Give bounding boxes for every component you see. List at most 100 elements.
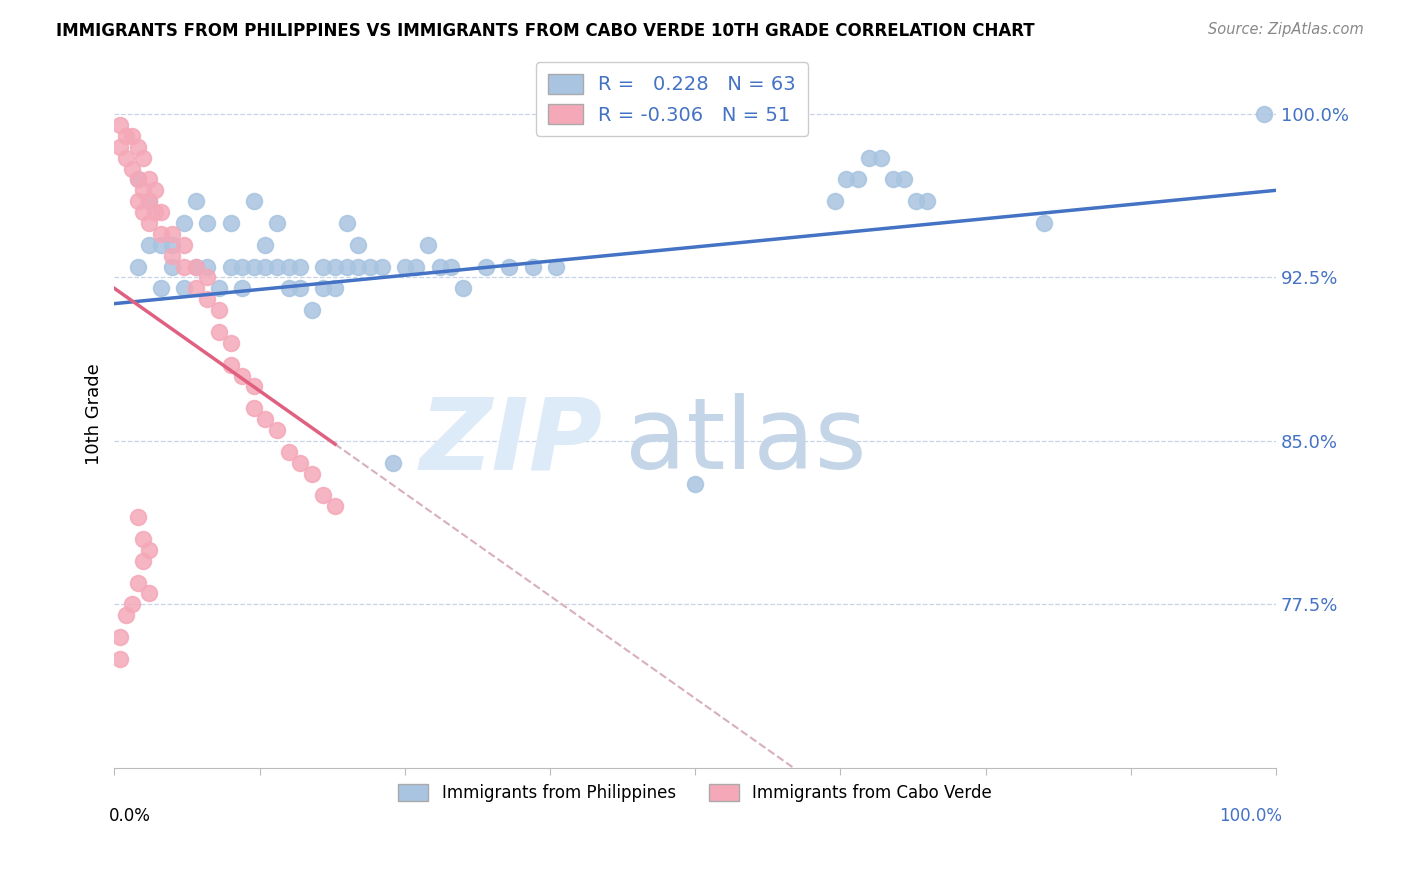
Point — [219, 335, 242, 350]
Point — [115, 128, 138, 143]
Point — [138, 216, 160, 230]
Point — [290, 456, 312, 470]
Point — [138, 237, 160, 252]
Point — [290, 281, 312, 295]
Point — [143, 183, 166, 197]
Point — [138, 194, 160, 209]
Point — [824, 194, 846, 209]
Point — [254, 412, 277, 426]
Point — [1253, 107, 1275, 121]
Point — [149, 281, 172, 295]
Point — [1032, 216, 1054, 230]
Point — [162, 227, 184, 241]
Point — [243, 260, 266, 274]
Point — [277, 444, 299, 458]
Text: IMMIGRANTS FROM PHILIPPINES VS IMMIGRANTS FROM CABO VERDE 10TH GRADE CORRELATION: IMMIGRANTS FROM PHILIPPINES VS IMMIGRANT… — [56, 22, 1035, 40]
Point — [370, 260, 392, 274]
Point — [208, 325, 231, 339]
Point — [846, 172, 869, 186]
Point — [336, 260, 359, 274]
Text: 0.0%: 0.0% — [108, 806, 150, 824]
Point — [266, 260, 288, 274]
Point — [184, 260, 207, 274]
Point — [115, 151, 138, 165]
Point — [208, 303, 231, 318]
Point — [440, 260, 463, 274]
Point — [429, 260, 451, 274]
Point — [127, 194, 149, 209]
Point — [195, 260, 218, 274]
Point — [195, 270, 218, 285]
Point — [127, 575, 149, 590]
Y-axis label: 10th Grade: 10th Grade — [86, 363, 103, 465]
Point — [195, 216, 218, 230]
Point — [162, 260, 184, 274]
Point — [173, 260, 195, 274]
Point — [231, 281, 253, 295]
Point — [243, 401, 266, 416]
Point — [184, 194, 207, 209]
Point — [138, 586, 160, 600]
Point — [132, 532, 155, 546]
Point — [184, 260, 207, 274]
Point — [231, 368, 253, 383]
Point — [231, 260, 253, 274]
Point — [173, 281, 195, 295]
Point — [121, 128, 143, 143]
Point — [143, 205, 166, 219]
Legend: Immigrants from Philippines, Immigrants from Cabo Verde: Immigrants from Philippines, Immigrants … — [392, 778, 998, 809]
Point — [266, 423, 288, 437]
Point — [138, 194, 160, 209]
Point — [347, 260, 370, 274]
Point — [277, 281, 299, 295]
Text: ZIP: ZIP — [419, 393, 602, 491]
Text: 100.0%: 100.0% — [1219, 806, 1282, 824]
Point — [893, 172, 915, 186]
Point — [858, 151, 880, 165]
Point — [127, 140, 149, 154]
Point — [254, 237, 277, 252]
Point — [149, 227, 172, 241]
Point — [132, 183, 155, 197]
Text: atlas: atlas — [626, 393, 868, 491]
Point — [121, 161, 143, 176]
Point — [870, 151, 893, 165]
Point — [405, 260, 427, 274]
Point — [301, 467, 323, 481]
Text: Source: ZipAtlas.com: Source: ZipAtlas.com — [1208, 22, 1364, 37]
Point — [243, 194, 266, 209]
Point — [219, 216, 242, 230]
Point — [882, 172, 904, 186]
Point — [127, 260, 149, 274]
Point — [323, 260, 346, 274]
Point — [219, 260, 242, 274]
Point — [475, 260, 498, 274]
Point — [173, 216, 195, 230]
Point — [132, 205, 155, 219]
Point — [110, 140, 132, 154]
Point — [195, 292, 218, 306]
Point — [184, 281, 207, 295]
Point — [127, 172, 149, 186]
Point — [312, 281, 335, 295]
Point — [127, 172, 149, 186]
Point — [522, 260, 544, 274]
Point — [149, 205, 172, 219]
Point — [336, 216, 359, 230]
Point — [323, 500, 346, 514]
Point — [904, 194, 927, 209]
Point — [132, 151, 155, 165]
Point — [127, 510, 149, 524]
Point — [323, 281, 346, 295]
Point — [110, 652, 132, 666]
Point — [132, 554, 155, 568]
Point — [359, 260, 381, 274]
Point — [835, 172, 858, 186]
Point — [110, 118, 132, 132]
Point — [219, 358, 242, 372]
Point — [382, 456, 405, 470]
Point — [110, 630, 132, 644]
Point — [121, 597, 143, 611]
Point — [312, 260, 335, 274]
Point — [149, 237, 172, 252]
